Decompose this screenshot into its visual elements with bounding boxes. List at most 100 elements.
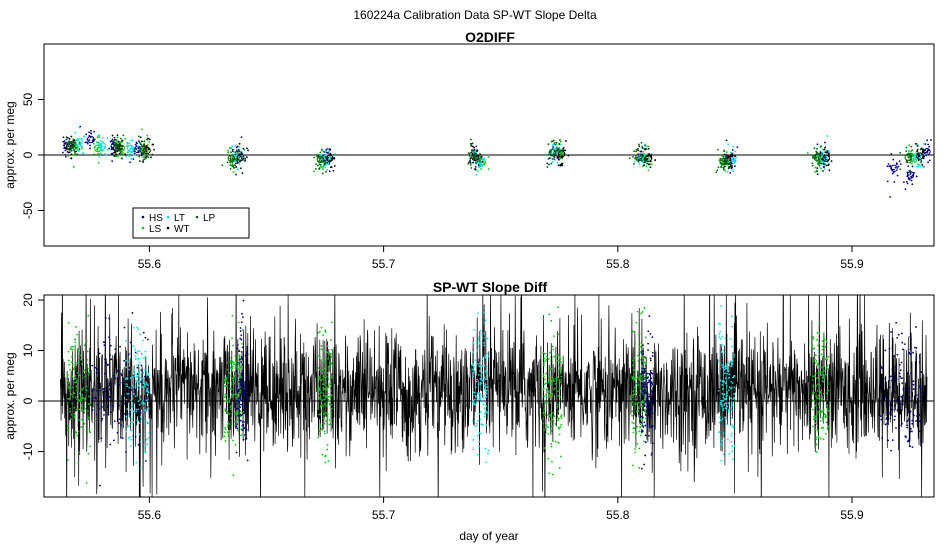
slope-diff-point (646, 393, 649, 396)
slope-diff-point (108, 382, 111, 385)
slope-diff-point (481, 423, 484, 426)
o2diff-raw-point (731, 158, 734, 160)
slope-diff-point (330, 418, 333, 421)
slope-diff-point (639, 418, 642, 420)
slope-diff-point (915, 401, 918, 404)
slope-diff-point (91, 364, 94, 367)
slope-diff-point (109, 354, 111, 356)
slope-diff-point (483, 415, 486, 418)
slope-diff-point (651, 412, 654, 415)
slope-diff-point (811, 344, 814, 346)
o2diff-raw-point (319, 151, 322, 154)
slope-diff-point (911, 422, 914, 425)
slope-diff-point (484, 355, 486, 358)
slope-diff-point (889, 417, 892, 420)
o2diff-raw-point (322, 150, 325, 153)
slope-diff-point (138, 361, 141, 364)
slope-diff-point (812, 392, 814, 394)
o2diff-raw-point (147, 156, 150, 159)
slope-diff-point (72, 345, 74, 348)
o2diff-raw-point (908, 144, 911, 147)
slope-diff-point (86, 350, 89, 353)
o2diff-raw-point (230, 147, 233, 150)
slope-diff-point (721, 364, 723, 366)
o2diff-raw-point (480, 165, 483, 167)
o2diff-raw-point (132, 158, 135, 160)
o2diff-raw-point (231, 148, 234, 151)
slope-diff-point (68, 363, 70, 366)
slope-diff-point (548, 379, 551, 382)
slope-diff-point (819, 391, 822, 393)
slope-diff-point (649, 376, 652, 379)
slope-diff-point (237, 429, 239, 432)
slope-diff-line (60, 295, 928, 497)
slope-diff-point (722, 432, 725, 435)
slope-diff-point (98, 407, 101, 410)
slope-diff-point (731, 445, 734, 447)
slope-diff-point (485, 365, 488, 368)
slope-diff-point (543, 447, 546, 449)
slope-diff-point (553, 387, 556, 390)
o2diff-raw-point (889, 196, 892, 198)
slope-diff-point (231, 367, 233, 370)
o2diff-raw-point (113, 139, 115, 142)
slope-diff-point (328, 352, 331, 355)
o2diff-raw-point (98, 136, 101, 139)
slope-diff-point (545, 393, 547, 396)
slope-diff-point (908, 418, 910, 421)
slope-diff-point (902, 387, 905, 389)
slope-diff-point (323, 417, 326, 420)
o2diff-raw-point (717, 148, 719, 151)
slope-diff-point (722, 453, 725, 456)
o2diff-raw-point (117, 140, 120, 143)
slope-diff-point (81, 404, 83, 406)
slope-diff-point (476, 434, 479, 437)
slope-diff-point (890, 379, 893, 382)
o2diff-raw-point (726, 170, 729, 173)
slope-diff-point (227, 433, 230, 436)
slope-diff-point (815, 443, 818, 446)
slope-diff-point (147, 374, 150, 377)
slope-diff-point (324, 381, 327, 384)
slope-diff-point (634, 373, 637, 376)
o2diff-raw-point (909, 155, 911, 158)
slope-diff-point (730, 409, 733, 412)
slope-diff-point (136, 366, 139, 369)
slope-diff-point (559, 369, 562, 371)
slope-diff-segment-5 (317, 321, 333, 464)
o2diff-raw-point (474, 168, 476, 171)
o2diff-raw-point (126, 151, 129, 154)
o2diff-raw-point (151, 153, 154, 156)
slope-diff-point (471, 363, 474, 365)
slope-diff-point (550, 395, 553, 398)
slope-diff-point (889, 403, 892, 406)
slope-diff-point (479, 381, 482, 384)
slope-diff-point (890, 331, 892, 333)
o2diff-raw-point (129, 155, 132, 157)
slope-diff-point (811, 378, 814, 381)
slope-diff-point (818, 342, 820, 345)
slope-diff-point (123, 381, 126, 384)
slope-diff-point (641, 418, 644, 421)
slope-diff-point (641, 365, 644, 368)
o2diff-raw-point (637, 147, 639, 150)
slope-diff-point (543, 428, 546, 431)
slope-diff-point (240, 403, 242, 406)
slope-diff-point (634, 386, 637, 389)
slope-diff-point (823, 413, 826, 416)
slope-diff-point (472, 364, 475, 367)
slope-diff-point (69, 347, 72, 349)
slope-diff-point (244, 388, 247, 391)
slope-diff-point (895, 386, 897, 389)
slope-diff-point (821, 348, 824, 351)
o2diff-raw-point (321, 172, 324, 175)
o2diff-raw-point (564, 149, 567, 152)
slope-diff-point (821, 380, 824, 383)
slope-diff-point (647, 342, 650, 345)
o2diff-point-LP-10 (904, 153, 912, 161)
slope-diff-point (228, 401, 231, 404)
slope-diff-point (553, 415, 556, 418)
slope-diff-point (89, 431, 92, 434)
o2diff-raw-point (86, 141, 88, 144)
o2diff-raw-point (118, 152, 121, 155)
